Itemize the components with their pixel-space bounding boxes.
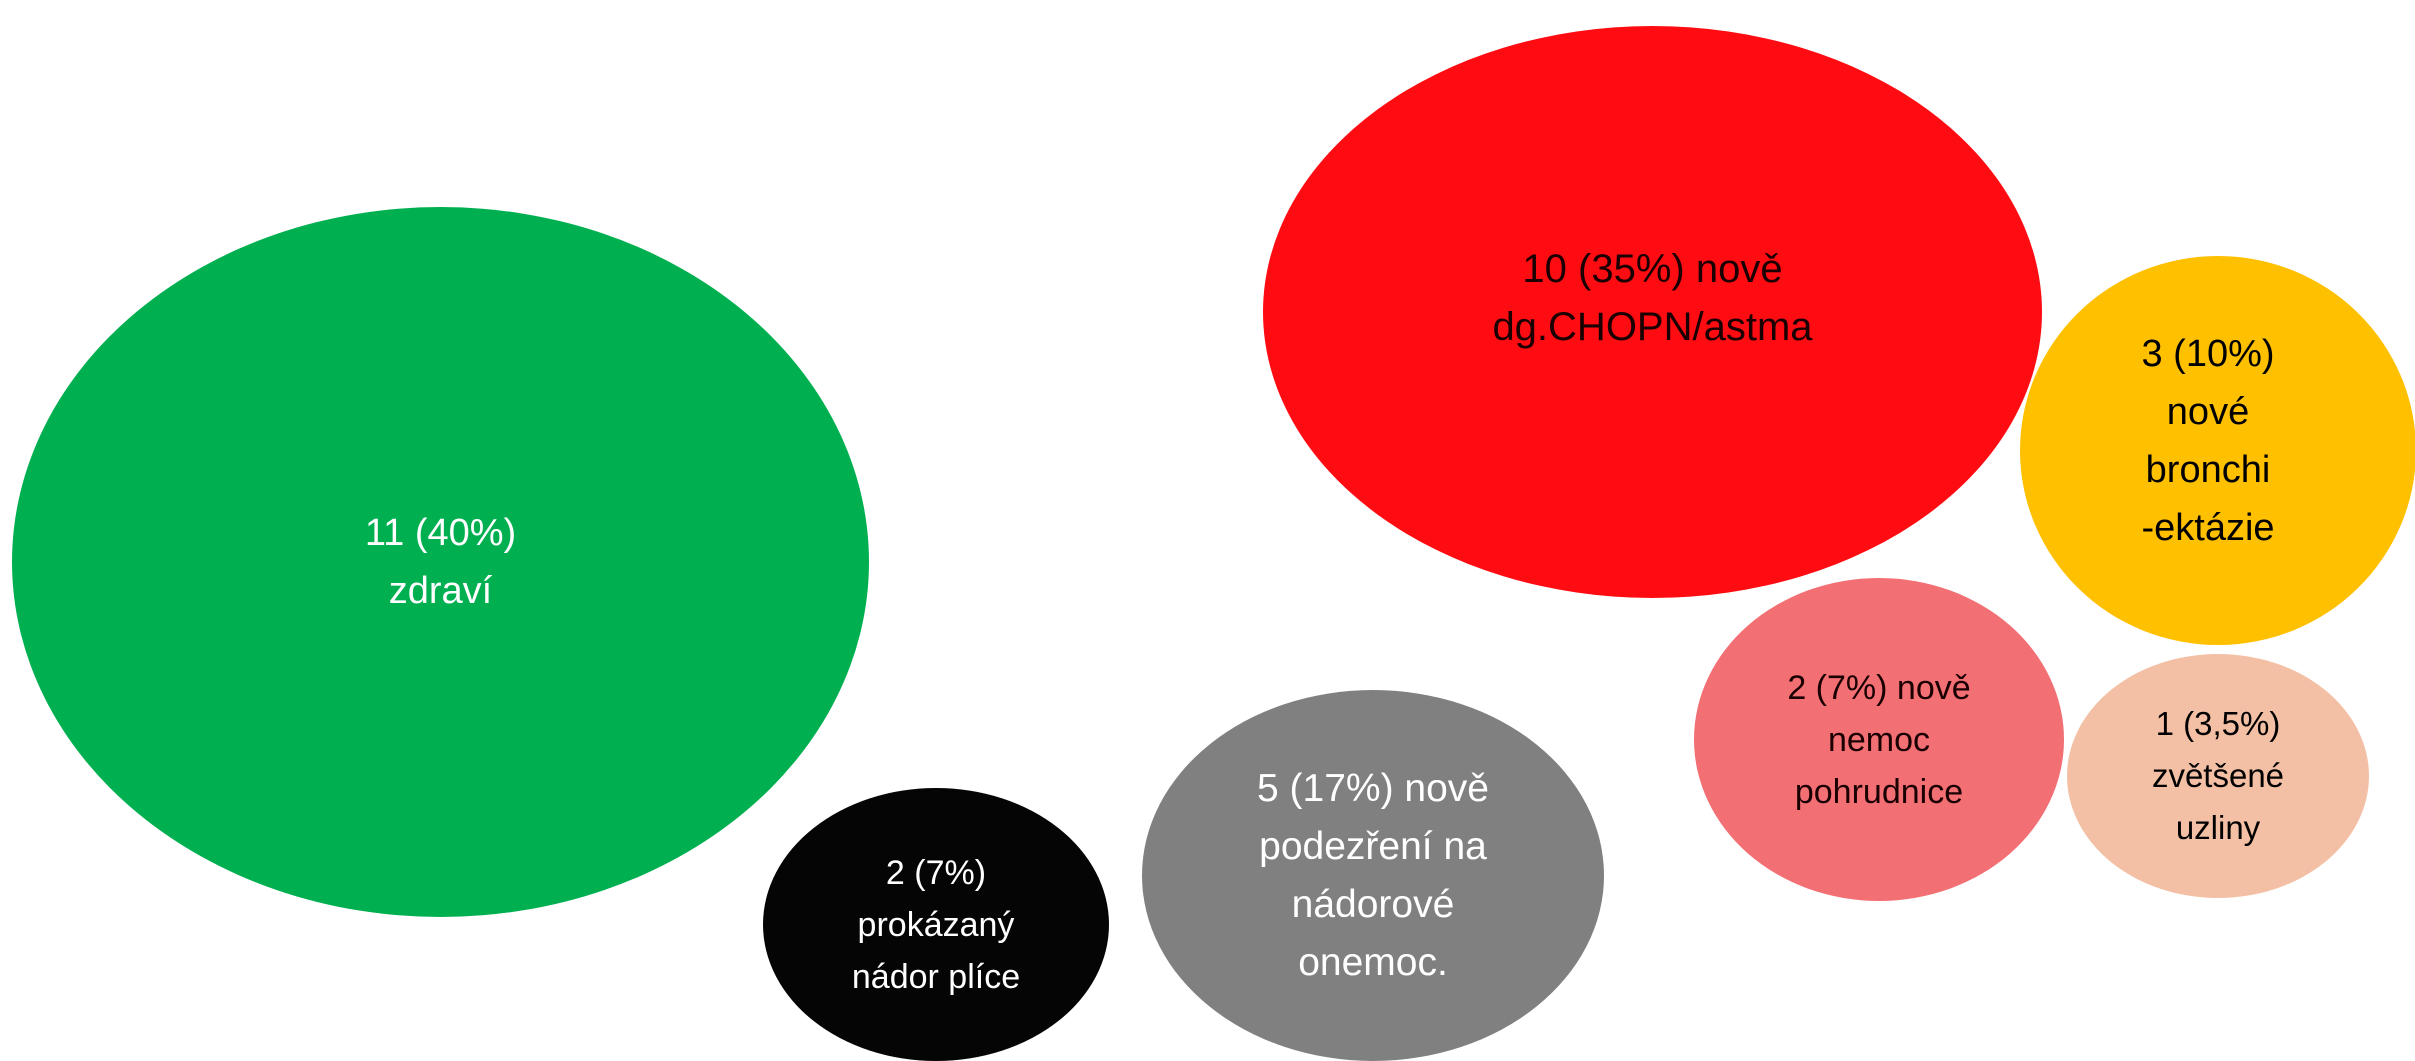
label-line: nádor plíce	[851, 957, 1021, 996]
label-line: -ektázie	[2141, 506, 2275, 549]
label-line: podezření na	[1259, 824, 1487, 868]
label-line: uzliny	[2175, 809, 2261, 846]
bubble-lymph-nodes: 1 (3,5%) zvětšené uzliny	[2067, 654, 2369, 898]
bubble-tumor-suspicion: 5 (17%) nově podezření na nádorové onemo…	[1142, 690, 1604, 1061]
label-line: dg.CHOPN/astma	[1492, 305, 1813, 349]
label-line: pohrudnice	[1794, 772, 1964, 811]
label-line: 10 (35%) nově	[1522, 247, 1783, 291]
bubble-healthy-label: 11 (40%) zdraví	[365, 504, 516, 620]
label-line: 2 (7%) nově	[1787, 668, 1971, 707]
label-line: 11 (40%)	[364, 512, 517, 554]
bubble-tumor-suspicion-label: 5 (17%) nově podezření na nádorové onemo…	[1257, 760, 1489, 992]
label-line: nové	[2166, 390, 2250, 433]
bubble-lymph-nodes-label: 1 (3,5%) zvětšené uzliny	[2152, 698, 2284, 854]
bubble-lung-tumor-label: 2 (7%) prokázaný nádor plíce	[852, 847, 1020, 1003]
label-line: 2 (7%)	[885, 853, 987, 892]
bubble-copd-asthma: 10 (35%) nově dg.CHOPN/astma	[1263, 26, 2042, 598]
label-line: zdraví	[388, 570, 493, 612]
bubble-bronchiectasis: 3 (10%) nové bronchi -ektázie	[2020, 256, 2415, 645]
label-line: nádorové	[1291, 882, 1455, 926]
label-line: zvětšené	[2151, 757, 2285, 794]
bubble-pleura-label: 2 (7%) nově nemoc pohrudnice	[1787, 662, 1970, 818]
bubble-bronchiectasis-label: 3 (10%) nové bronchi -ektázie	[2141, 325, 2274, 557]
bubble-lung-tumor: 2 (7%) prokázaný nádor plíce	[763, 788, 1109, 1061]
bubble-copd-asthma-label: 10 (35%) nově dg.CHOPN/astma	[1492, 240, 1812, 356]
label-line: nemoc	[1827, 720, 1931, 759]
label-line: bronchi	[2145, 448, 2271, 491]
bubble-pleura: 2 (7%) nově nemoc pohrudnice	[1694, 578, 2064, 901]
label-line: 1 (3,5%)	[2155, 705, 2281, 742]
label-line: prokázaný	[857, 905, 1015, 944]
label-line: onemoc.	[1298, 940, 1448, 984]
label-line: 5 (17%) nově	[1257, 766, 1489, 810]
bubble-healthy: 11 (40%) zdraví	[12, 207, 869, 917]
label-line: 3 (10%)	[2141, 332, 2275, 375]
